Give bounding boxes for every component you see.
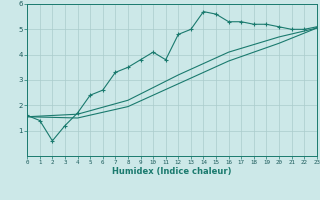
X-axis label: Humidex (Indice chaleur): Humidex (Indice chaleur) xyxy=(112,167,232,176)
